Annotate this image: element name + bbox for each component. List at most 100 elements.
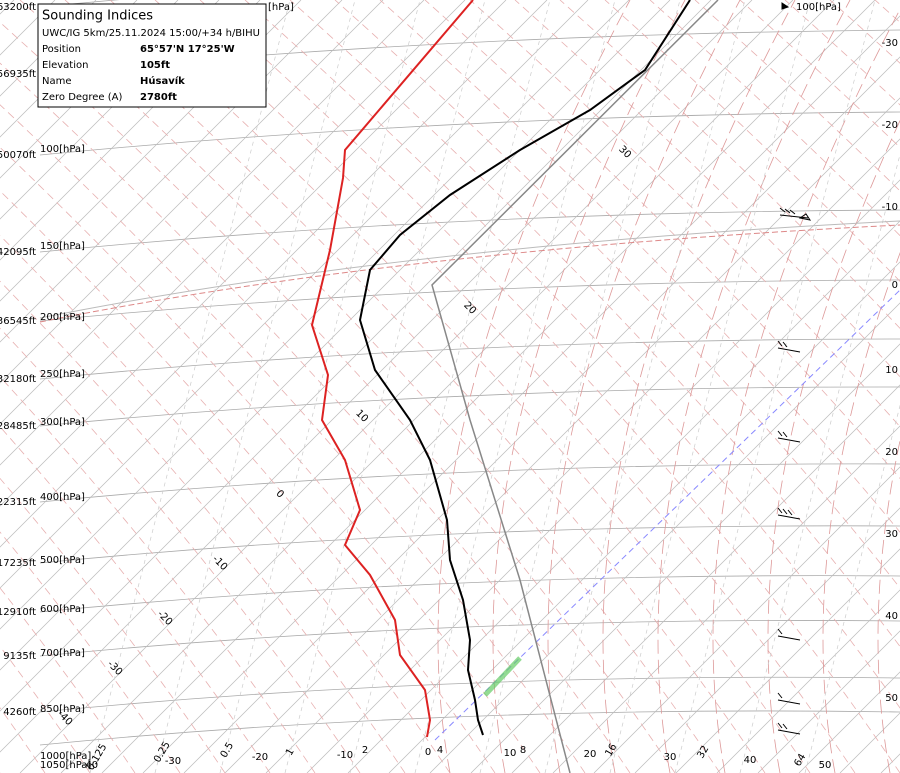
isobar <box>39 620 900 657</box>
dry-adiabat <box>739 0 900 148</box>
dry-adiabat <box>0 426 271 773</box>
dry-adiabat <box>0 645 91 773</box>
dry-adiabat <box>0 376 316 773</box>
pressure-label: 300[hPa] <box>40 417 85 428</box>
altitude-label: 28485ft <box>0 421 36 432</box>
temperature-axis-label: 0 <box>892 280 898 291</box>
mixing-ratio <box>609 0 811 773</box>
bottom-label: 30 <box>664 752 677 763</box>
info-label: Name <box>42 76 72 87</box>
isotherm <box>0 0 261 261</box>
dry-adiabat <box>289 0 900 648</box>
temperature-axis-label: -10 <box>882 202 898 213</box>
tropopause-isobar <box>39 220 900 319</box>
mixing-ratio <box>89 0 291 773</box>
isotherm <box>0 0 753 753</box>
info-label: Position <box>42 44 81 55</box>
temperature-axis-label: 50 <box>885 693 898 704</box>
altitude-label: 12910ft <box>0 607 36 618</box>
mixing-ratio <box>219 0 421 773</box>
dry-adiabat <box>0 477 226 773</box>
isotherm <box>224 97 900 773</box>
moist-adiabat <box>602 0 796 773</box>
temperature-curve <box>358 0 691 736</box>
moist-adiabat <box>877 439 900 773</box>
cape-area <box>483 656 522 697</box>
isotherm <box>0 0 466 466</box>
isotherm <box>593 466 900 773</box>
isotherm <box>0 0 302 302</box>
mixing-ratio <box>479 0 681 773</box>
mixing-ratio <box>414 0 616 773</box>
isobar <box>39 710 900 746</box>
dry-adiabat <box>0 587 136 773</box>
isobar <box>39 209 900 253</box>
info-box: Sounding Indices UWC/IG 5km/25.11.2024 1… <box>37 3 267 108</box>
altitude-label: 4260ft <box>3 707 36 718</box>
altitude-label: 50070ft <box>0 150 36 161</box>
dry-adiabat <box>829 0 900 64</box>
dry-adiabat <box>604 0 900 282</box>
bottom-label: 1 <box>284 747 297 758</box>
isotherm-label: 30 <box>616 144 633 161</box>
mixing-ratio <box>804 404 900 773</box>
pressure-label: 500[hPa] <box>40 555 85 566</box>
temperature-axis-label: -30 <box>882 38 898 49</box>
isotherm <box>839 712 900 773</box>
isotherm <box>388 261 900 773</box>
dry-adiabat <box>109 0 811 773</box>
dry-adiabat <box>334 0 900 589</box>
mixing-ratio <box>674 0 876 773</box>
isobar <box>39 525 900 564</box>
bottom-label: 16 <box>603 742 619 759</box>
info-value: 65°57'N 17°25'W <box>140 44 235 55</box>
temperature-axis-label: -20 <box>882 120 898 131</box>
isotherm <box>347 220 900 773</box>
lcl-line <box>434 289 900 741</box>
dry-adiabat <box>0 280 406 773</box>
moist-adiabat <box>547 0 741 773</box>
dry-adiabat <box>559 0 900 329</box>
isotherm <box>0 0 343 343</box>
isotherm <box>0 0 179 179</box>
bottom-label: -10 <box>337 750 353 761</box>
info-box-frame <box>37 3 267 108</box>
dry-adiabat <box>694 0 900 192</box>
dry-adiabat <box>649 0 900 237</box>
temperature-axis-label: 30 <box>885 529 898 540</box>
dry-adiabat <box>0 104 586 773</box>
dry-adiabat <box>199 0 900 773</box>
bottom-label: 2 <box>362 745 368 756</box>
dry-adiabat <box>379 0 900 533</box>
dry-adiabat <box>0 146 541 773</box>
bottom-label: 0 <box>425 747 431 758</box>
altitude-label: 17235ft <box>0 558 36 569</box>
moist-adiabat <box>767 119 900 773</box>
isotherm <box>265 138 900 773</box>
bottom-label: 20 <box>584 749 597 760</box>
dry-adiabat <box>244 0 900 709</box>
temperature-axis-label: 40 <box>885 611 898 622</box>
moist-adiabat <box>712 8 900 773</box>
isotherm <box>142 15 900 773</box>
isobar <box>39 279 900 322</box>
mixing-ratio <box>284 0 486 773</box>
isotherm <box>183 56 900 773</box>
mixing-ratio <box>739 153 900 773</box>
dry-adiabat <box>0 190 496 773</box>
isobar <box>39 111 900 156</box>
info-value: Húsavík <box>140 75 185 87</box>
isobar <box>39 575 900 613</box>
isotherm <box>0 0 589 589</box>
isobar <box>39 463 900 503</box>
isotherm <box>880 753 900 773</box>
dry-adiabat <box>0 62 631 773</box>
altitude-label: 42095ft <box>0 247 36 258</box>
moist-adiabat <box>657 0 851 773</box>
dry-adiabat <box>154 0 856 773</box>
isotherm-label: -20 <box>155 609 174 628</box>
dry-adiabat <box>784 0 900 106</box>
isotherm <box>0 0 671 671</box>
isotherm <box>716 589 900 773</box>
